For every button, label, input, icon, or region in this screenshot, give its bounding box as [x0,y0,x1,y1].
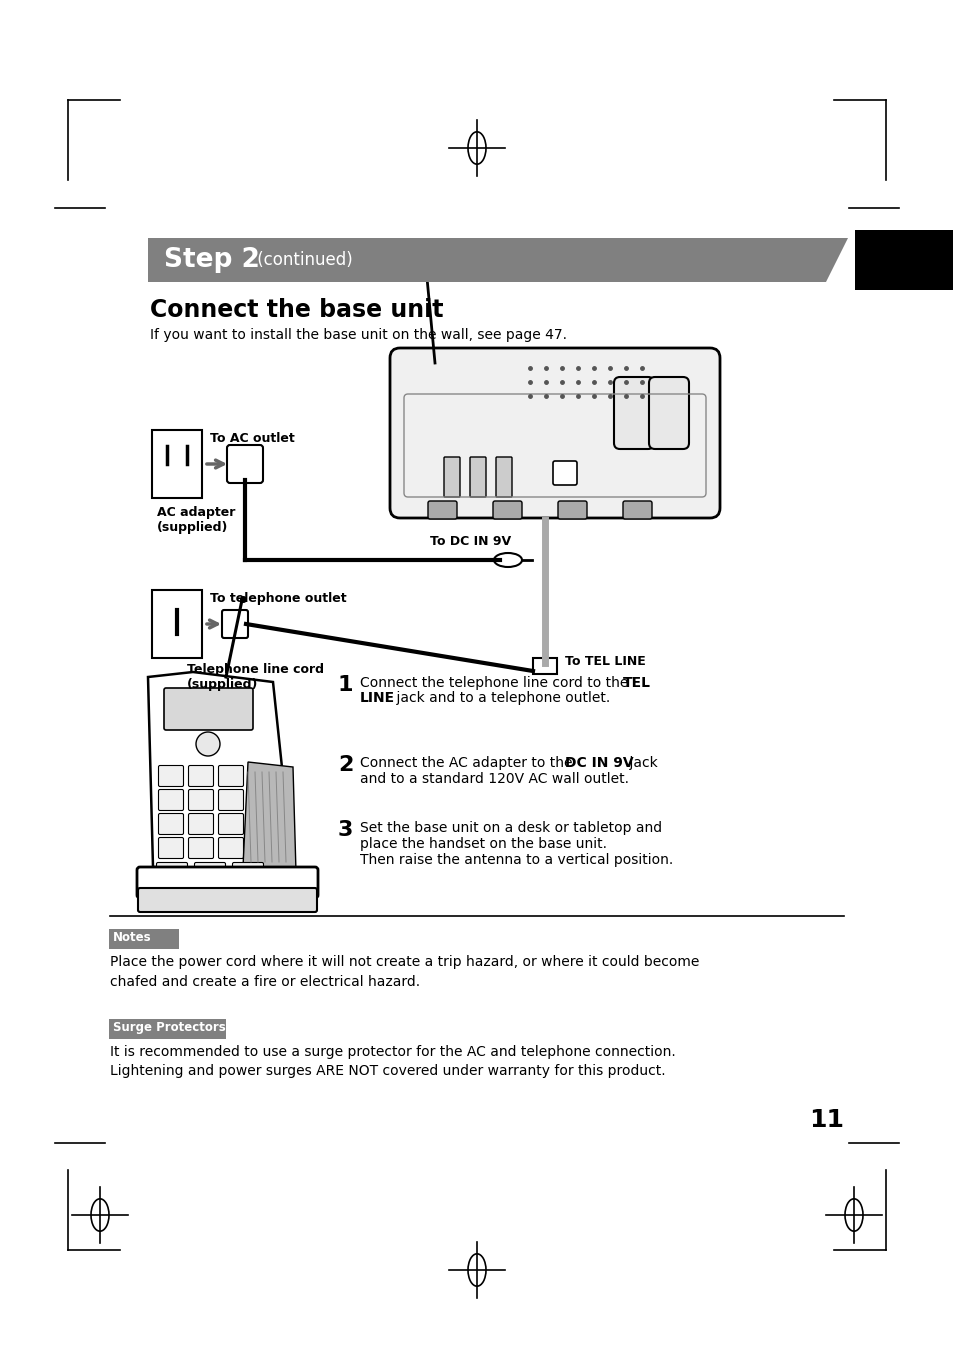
FancyBboxPatch shape [470,457,485,497]
FancyBboxPatch shape [614,377,654,449]
FancyBboxPatch shape [156,862,188,880]
Text: Step 2: Step 2 [164,247,259,273]
FancyBboxPatch shape [553,461,577,485]
FancyBboxPatch shape [493,501,521,519]
Text: TEL: TEL [622,676,650,690]
FancyBboxPatch shape [137,867,317,898]
Polygon shape [148,671,293,871]
FancyBboxPatch shape [194,862,225,880]
FancyBboxPatch shape [622,501,651,519]
FancyBboxPatch shape [854,230,953,290]
FancyBboxPatch shape [138,888,316,912]
Text: To TEL LINE: To TEL LINE [564,655,645,667]
FancyBboxPatch shape [158,766,183,786]
Ellipse shape [494,553,521,567]
FancyBboxPatch shape [109,929,179,948]
Text: jack and to a telephone outlet.: jack and to a telephone outlet. [392,690,610,705]
Text: (continued): (continued) [252,251,353,269]
Text: Then raise the antenna to a vertical position.: Then raise the antenna to a vertical pos… [359,852,673,867]
Text: DC IN 9V: DC IN 9V [564,757,633,770]
Text: Connect the base unit: Connect the base unit [150,299,443,322]
FancyBboxPatch shape [533,658,557,674]
FancyBboxPatch shape [158,789,183,811]
FancyBboxPatch shape [648,377,688,449]
Text: Telephone line cord
(supplied): Telephone line cord (supplied) [187,663,324,690]
Text: AC adapter
(supplied): AC adapter (supplied) [157,507,235,534]
Text: and to a standard 120V AC wall outlet.: and to a standard 120V AC wall outlet. [359,771,628,786]
Polygon shape [148,238,847,282]
Text: Place the power cord where it will not create a trip hazard, or where it could b: Place the power cord where it will not c… [110,955,699,989]
FancyBboxPatch shape [189,789,213,811]
Text: Surge Protectors: Surge Protectors [112,1021,226,1034]
Polygon shape [243,762,295,871]
FancyBboxPatch shape [218,838,243,858]
Text: Set the base unit on a desk or tabletop and: Set the base unit on a desk or tabletop … [359,821,661,835]
FancyBboxPatch shape [233,862,263,880]
Text: LINE: LINE [359,690,395,705]
Text: 2: 2 [337,755,353,775]
FancyBboxPatch shape [158,813,183,835]
FancyBboxPatch shape [227,444,263,484]
Text: jack: jack [624,757,657,770]
FancyBboxPatch shape [443,457,459,497]
Text: Connect the AC adapter to the: Connect the AC adapter to the [359,757,577,770]
FancyBboxPatch shape [109,1019,226,1039]
FancyBboxPatch shape [428,501,456,519]
FancyBboxPatch shape [152,590,202,658]
FancyBboxPatch shape [189,838,213,858]
FancyBboxPatch shape [218,766,243,786]
Text: Notes: Notes [112,931,152,944]
FancyBboxPatch shape [158,838,183,858]
Text: To DC IN 9V: To DC IN 9V [430,535,511,549]
Circle shape [195,732,220,757]
FancyBboxPatch shape [218,813,243,835]
FancyBboxPatch shape [164,688,253,730]
Text: 1: 1 [337,676,354,694]
Text: place the handset on the base unit.: place the handset on the base unit. [359,838,606,851]
Text: If you want to install the base unit on the wall, see page 47.: If you want to install the base unit on … [150,328,566,342]
Text: It is recommended to use a surge protector for the AC and telephone connection.
: It is recommended to use a surge protect… [110,1046,675,1078]
Text: To AC outlet: To AC outlet [210,432,294,444]
FancyBboxPatch shape [218,789,243,811]
FancyBboxPatch shape [189,766,213,786]
Text: 11: 11 [808,1108,843,1132]
Text: 3: 3 [337,820,353,840]
FancyBboxPatch shape [222,611,248,638]
FancyBboxPatch shape [558,501,586,519]
FancyBboxPatch shape [390,349,720,517]
FancyBboxPatch shape [496,457,512,497]
FancyBboxPatch shape [189,813,213,835]
Text: To telephone outlet: To telephone outlet [210,592,346,605]
Text: Connect the telephone line cord to the: Connect the telephone line cord to the [359,676,632,690]
FancyBboxPatch shape [152,430,202,499]
